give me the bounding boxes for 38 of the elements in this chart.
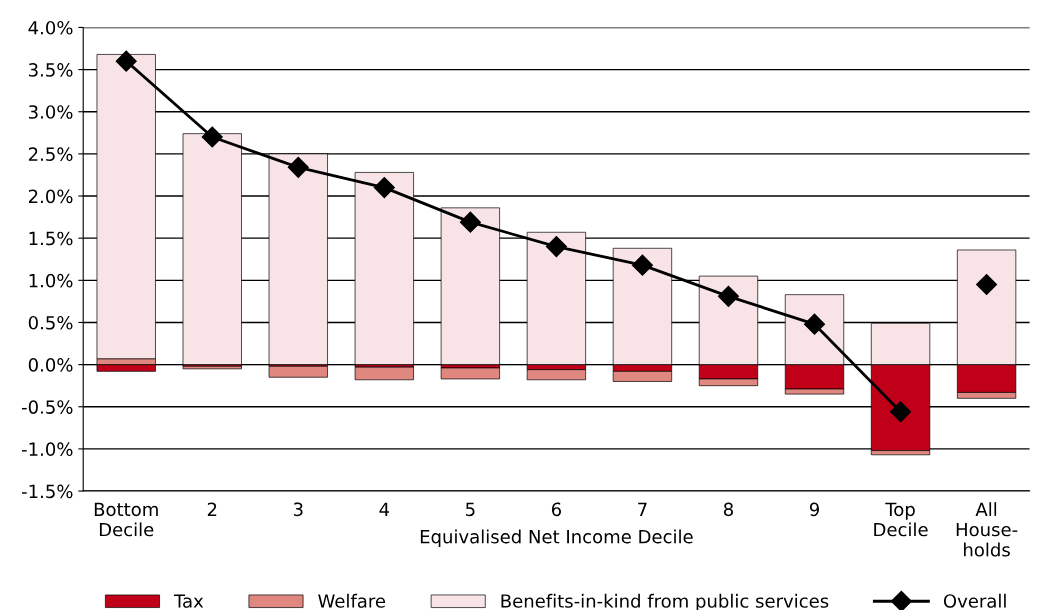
x-tick-label: 9	[809, 502, 819, 517]
x-tick-label: 2	[207, 502, 217, 516]
point	[976, 274, 998, 296]
bar	[526, 369, 586, 381]
legend-label: Overall	[943, 593, 1006, 608]
y-tick-label: 1.5%	[29, 231, 73, 246]
x-tick-label: 7	[638, 502, 647, 516]
point	[115, 50, 137, 72]
y-tick-label: 0.5%	[28, 315, 73, 330]
x-tick-label: All House- holds	[956, 502, 1018, 557]
x-tick-label: 8	[723, 502, 733, 517]
x-tick-label: 5	[466, 502, 475, 517]
point	[287, 156, 309, 178]
x-axis-title: Equivalised Net Income Decile	[420, 529, 693, 547]
y-tick-label: -1.0%	[21, 442, 73, 457]
y-tick-label: -1.5%	[21, 484, 73, 499]
y-tick-label: 3.5%	[28, 63, 73, 77]
x-tick-label: 4	[379, 502, 390, 516]
x-tick-label: Top Decile	[874, 502, 928, 537]
y-tick-label: 2.0%	[28, 189, 73, 204]
legend-label: Welfare	[318, 593, 386, 608]
y-tick-label: 1.0%	[29, 273, 73, 288]
point	[459, 211, 481, 233]
y-tick-label: 0.0%	[28, 358, 73, 372]
legend-label: Tax	[173, 594, 204, 608]
x-tick-label: 3	[293, 502, 303, 517]
point	[545, 236, 567, 258]
bar	[440, 367, 500, 380]
y-tick-label: -0.5%	[21, 400, 73, 414]
point	[201, 126, 223, 148]
y-tick-label: 4.0%	[28, 20, 73, 35]
y-tick-label: 3.0%	[28, 105, 73, 119]
point	[373, 177, 395, 199]
x-tick-label: 6	[551, 502, 562, 517]
point	[631, 254, 653, 276]
point	[717, 285, 739, 307]
x-tick-label: Bottom Decile	[94, 502, 158, 537]
y-tick-label: 2.5%	[28, 147, 73, 161]
